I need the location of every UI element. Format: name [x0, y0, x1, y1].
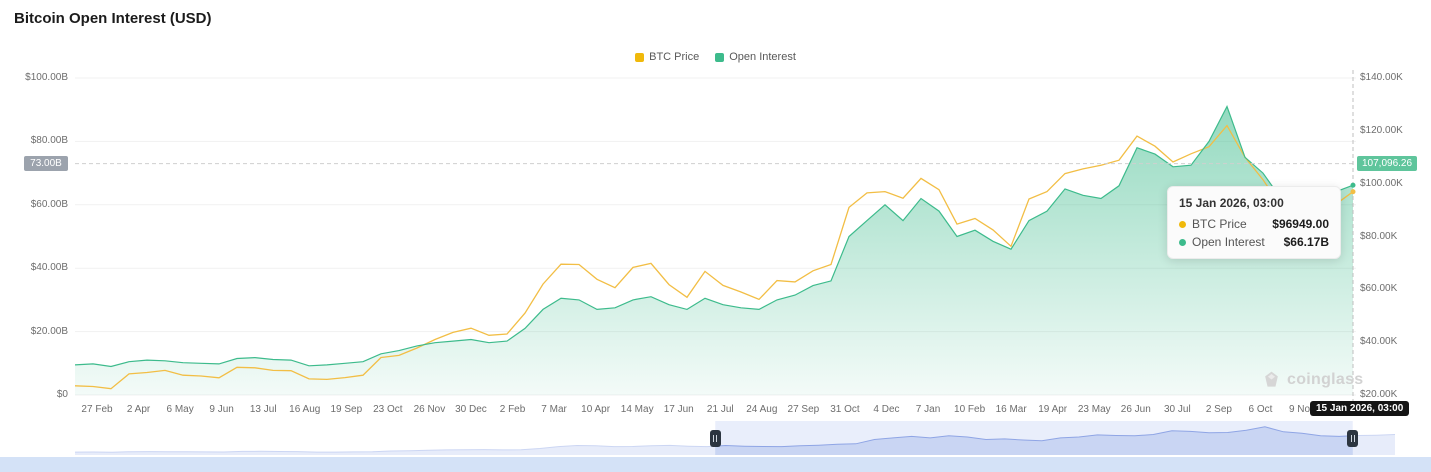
legend-label: Open Interest — [729, 51, 796, 63]
x-axis-tick: 24 Aug — [746, 404, 778, 415]
x-axis-tick: 26 Nov — [413, 404, 446, 415]
x-axis-tick: 10 Feb — [954, 404, 986, 415]
x-axis-tick: 16 Aug — [289, 404, 321, 415]
right-axis-tick: $140.00K — [1360, 72, 1403, 83]
open-interest-dot-icon — [1179, 238, 1186, 246]
x-axis-tick: 26 Jun — [1120, 404, 1151, 415]
tooltip-row: Open Interest $66.17B — [1179, 235, 1329, 249]
x-axis-tick: 13 Jul — [249, 404, 277, 415]
right-axis-tick: $60.00K — [1360, 283, 1398, 295]
chart-tooltip: 15 Jan 2026, 03:00 BTC Price $96949.00 O… — [1167, 186, 1341, 259]
left-axis-tick: $20.00B — [30, 325, 68, 337]
left-axis-tick: $0 — [56, 389, 68, 400]
page-title: Bitcoin Open Interest (USD) — [14, 10, 212, 27]
legend-item-open-interest[interactable]: Open Interest — [715, 51, 796, 63]
coinglass-logo-icon — [1265, 371, 1278, 387]
x-axis-tick: 6 Oct — [1248, 404, 1273, 415]
x-axis-tick: 2 Feb — [499, 404, 526, 415]
tooltip-row: BTC Price $96949.00 — [1179, 217, 1329, 231]
x-axis-tick: 14 May — [620, 404, 654, 415]
open-interest-swatch-icon — [715, 52, 725, 62]
x-axis-tick: 16 Mar — [995, 404, 1027, 415]
tooltip-label: BTC Price — [1192, 217, 1247, 231]
tooltip-title: 15 Jan 2026, 03:00 — [1179, 196, 1284, 210]
x-axis-tick: 4 Dec — [873, 404, 900, 415]
right-axis-tick: $80.00K — [1360, 230, 1398, 242]
x-axis-tick: 17 Jun — [663, 404, 694, 415]
left-axis-tick: $100.00B — [25, 72, 68, 83]
left-axis-hover-badge: 73.00B — [24, 155, 68, 171]
right-axis-tick: $100.00K — [1360, 177, 1403, 189]
x-axis-tick: 9 Jun — [209, 404, 234, 415]
x-axis-tick: 31 Oct — [830, 404, 860, 415]
x-axis-tick: 30 Dec — [455, 404, 487, 415]
x-axis-tick: 27 Feb — [81, 404, 113, 415]
btc-price-dot-icon — [1179, 220, 1186, 228]
x-axis-tick: 19 Apr — [1038, 404, 1068, 415]
x-axis-tick: 21 Jul — [706, 404, 734, 415]
right-axis-tick: $40.00K — [1360, 336, 1398, 348]
navigator-handle-left[interactable] — [709, 430, 721, 447]
x-axis-tick: 23 Oct — [373, 404, 403, 415]
x-axis-tick: 6 May — [166, 404, 194, 415]
right-axis-tick: $120.00K — [1360, 124, 1403, 136]
tooltip-value: $96949.00 — [1272, 217, 1329, 231]
x-axis-tick: 19 Sep — [330, 404, 363, 415]
left-axis-tick: $80.00B — [30, 135, 68, 147]
watermark-text: coinglass — [1287, 370, 1364, 388]
x-axis-tick: 23 May — [1077, 404, 1111, 415]
tooltip-value: $66.17B — [1283, 235, 1329, 249]
x-axis-tick: 9 Nov — [1288, 404, 1316, 415]
x-axis-tick: 2 Sep — [1205, 404, 1232, 415]
chart-legend: BTC Price Open Interest — [0, 51, 1431, 63]
x-axis-tick: 30 Jul — [1164, 404, 1191, 415]
right-axis-price-badge: 107,096.26 — [1357, 155, 1418, 171]
left-axis-tick: $60.00B — [30, 198, 68, 210]
x-axis-tick: 27 Sep — [787, 404, 820, 415]
legend-item-btc-price[interactable]: BTC Price — [635, 51, 699, 63]
x-axis-tick: 10 Apr — [581, 404, 611, 415]
x-axis-tick: 7 Jan — [915, 404, 941, 415]
horizontal-scrollbar[interactable] — [0, 457, 1431, 472]
x-axis-cursor-badge: 15 Jan 2026, 03:00 — [1310, 401, 1410, 416]
left-axis-tick: $40.00B — [30, 262, 68, 274]
btc-price-swatch-icon — [635, 52, 645, 62]
right-axis-tick: $20.00K — [1360, 389, 1398, 400]
navigator-handle-right[interactable] — [1347, 430, 1359, 447]
coinglass-watermark: coinglass — [1262, 370, 1364, 389]
x-axis-tick: 2 Apr — [126, 404, 151, 415]
tooltip-label: Open Interest — [1192, 235, 1265, 249]
x-axis-tick: 7 Mar — [541, 404, 567, 415]
legend-label: BTC Price — [649, 51, 700, 63]
